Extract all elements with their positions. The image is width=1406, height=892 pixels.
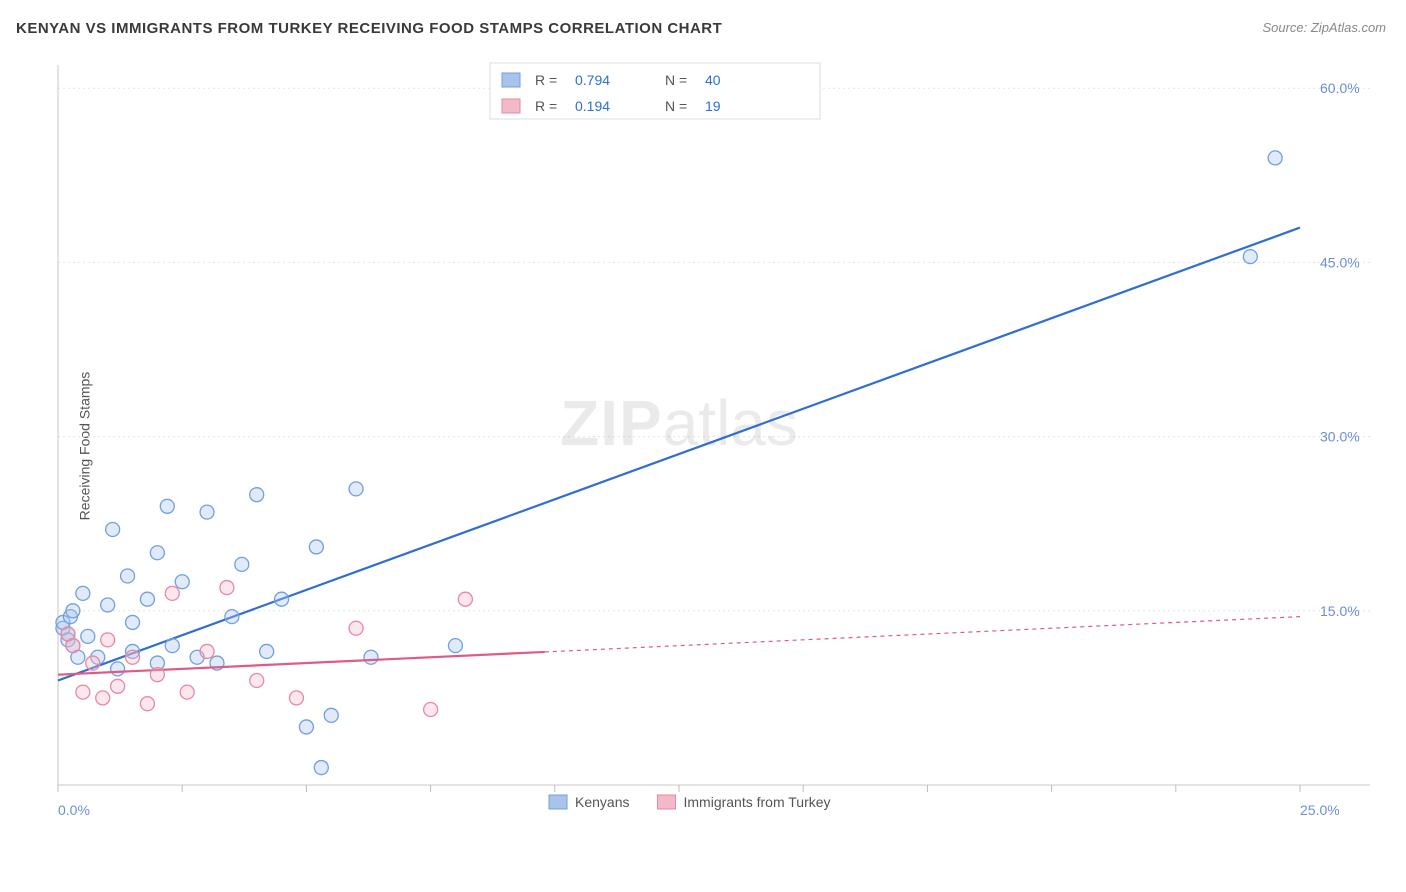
legend-r-label: R = xyxy=(535,98,557,114)
data-point xyxy=(140,592,154,606)
data-point xyxy=(324,708,338,722)
y-tick-label: 30.0% xyxy=(1320,429,1360,445)
legend-stats: R = 0.794 N = 40 R = 0.194 N = 19 xyxy=(490,63,820,119)
data-point xyxy=(175,575,189,589)
legend-r-label: R = xyxy=(535,72,557,88)
data-point xyxy=(140,697,154,711)
x-tick-label: 0.0% xyxy=(58,802,90,818)
legend-n-label: N = xyxy=(665,98,687,114)
data-point xyxy=(364,650,378,664)
data-point xyxy=(299,720,313,734)
data-point xyxy=(200,505,214,519)
data-point xyxy=(126,615,140,629)
data-point xyxy=(458,592,472,606)
legend-r-value: 0.794 xyxy=(575,72,610,88)
data-point xyxy=(424,703,438,717)
data-point xyxy=(76,586,90,600)
regression-line xyxy=(58,228,1300,681)
x-tick-label: 25.0% xyxy=(1300,802,1340,818)
data-point xyxy=(66,604,80,618)
data-point xyxy=(250,673,264,687)
data-point xyxy=(250,488,264,502)
legend-series-label: Immigrants from Turkey xyxy=(684,794,831,810)
data-point xyxy=(225,610,239,624)
legend-n-label: N = xyxy=(665,72,687,88)
chart-title: KENYAN VS IMMIGRANTS FROM TURKEY RECEIVI… xyxy=(16,20,722,37)
y-tick-label: 45.0% xyxy=(1320,254,1360,270)
data-point xyxy=(111,662,125,676)
source-label: Source: ZipAtlas.com xyxy=(1262,20,1386,35)
data-point xyxy=(309,540,323,554)
data-point xyxy=(101,633,115,647)
data-point xyxy=(106,523,120,537)
data-point xyxy=(150,546,164,560)
legend-series: Kenyans Immigrants from Turkey xyxy=(549,794,831,810)
data-point xyxy=(275,592,289,606)
data-point xyxy=(314,761,328,775)
legend-swatch xyxy=(502,73,520,87)
data-point xyxy=(220,581,234,595)
y-tick-label: 60.0% xyxy=(1320,80,1360,96)
data-point xyxy=(349,482,363,496)
data-point xyxy=(150,668,164,682)
data-point xyxy=(126,650,140,664)
legend-swatch xyxy=(658,795,676,809)
data-point xyxy=(81,629,95,643)
data-point xyxy=(349,621,363,635)
data-point xyxy=(289,691,303,705)
regression-line-extrapolated xyxy=(545,617,1300,652)
legend-r-value: 0.194 xyxy=(575,98,610,114)
data-point xyxy=(165,639,179,653)
data-point xyxy=(111,679,125,693)
legend-series-label: Kenyans xyxy=(575,794,629,810)
data-point xyxy=(101,598,115,612)
data-point xyxy=(1268,151,1282,165)
chart-container: KENYAN VS IMMIGRANTS FROM TURKEY RECEIVI… xyxy=(0,0,1406,892)
data-point xyxy=(160,499,174,513)
legend-swatch xyxy=(549,795,567,809)
data-point xyxy=(66,639,80,653)
data-point xyxy=(448,639,462,653)
data-point xyxy=(86,656,100,670)
chart-svg: 15.0%30.0%45.0%60.0%0.0%25.0%ZIPatlasR =… xyxy=(50,55,1390,845)
data-point xyxy=(121,569,135,583)
data-point xyxy=(76,685,90,699)
legend-n-value: 19 xyxy=(705,98,721,114)
data-point xyxy=(235,557,249,571)
plot-area: 15.0%30.0%45.0%60.0%0.0%25.0%ZIPatlasR =… xyxy=(50,55,1390,845)
data-point xyxy=(180,685,194,699)
data-point xyxy=(165,586,179,600)
legend-n-value: 40 xyxy=(705,72,721,88)
data-point xyxy=(260,644,274,658)
data-point xyxy=(200,644,214,658)
data-point xyxy=(96,691,110,705)
y-tick-label: 15.0% xyxy=(1320,603,1360,619)
data-point xyxy=(1243,250,1257,264)
legend-swatch xyxy=(502,99,520,113)
